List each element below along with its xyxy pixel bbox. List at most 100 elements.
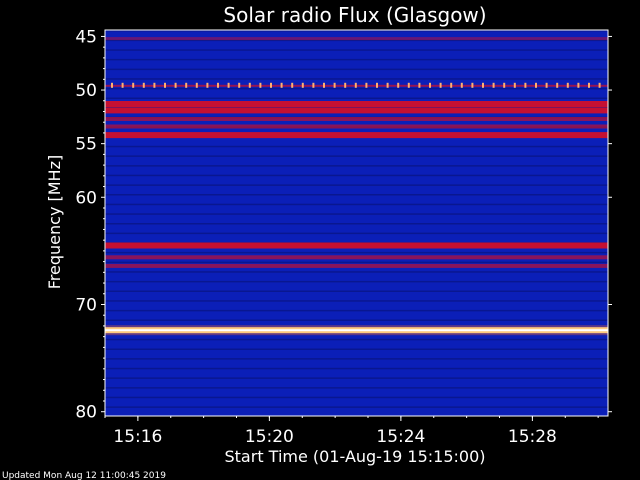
band-9 — [105, 263, 608, 268]
spike-mark — [333, 82, 336, 88]
texture-row — [105, 174, 608, 177]
texture-row — [105, 309, 608, 312]
spike-mark — [280, 82, 283, 88]
spike-mark — [259, 82, 262, 88]
texture-row — [105, 358, 608, 360]
band-2 — [105, 101, 608, 107]
x-tick-label: 15:16 — [113, 427, 162, 447]
y-axis: 45 50 55 60 70 80 — [75, 27, 612, 423]
spike-mark — [418, 82, 421, 88]
spike-mark — [482, 82, 484, 88]
spike-mark — [248, 82, 251, 88]
y-tick-label: 50 — [75, 81, 97, 101]
spike-mark — [270, 82, 272, 88]
spike-mark — [535, 82, 537, 88]
chart-title: Solar radio Flux (Glasgow) — [223, 3, 486, 27]
texture-row — [105, 377, 608, 379]
texture-row — [105, 232, 608, 235]
spike-mark — [376, 82, 378, 88]
texture-row — [105, 300, 608, 302]
texture-row — [105, 155, 608, 157]
texture-row — [105, 194, 608, 196]
spike-mark — [429, 82, 431, 88]
texture-row — [105, 30, 608, 32]
texture-row — [105, 271, 608, 273]
texture-row — [105, 290, 608, 292]
texture-row — [105, 338, 608, 341]
spike-mark — [598, 82, 601, 88]
texture-row — [105, 49, 608, 51]
texture-row — [105, 387, 608, 389]
spike-mark — [524, 82, 527, 88]
y-tick-label: 45 — [75, 27, 97, 47]
spike-mark — [460, 82, 463, 88]
spike-mark — [588, 82, 590, 88]
y-axis-label: Frequency [MHz] — [45, 155, 64, 289]
texture-row — [105, 213, 608, 215]
interference-spikes — [111, 82, 601, 88]
band-3 — [105, 107, 608, 114]
spike-mark — [132, 82, 135, 88]
spike-mark — [439, 82, 442, 88]
spike-mark — [577, 82, 580, 88]
spike-mark — [556, 82, 559, 88]
spike-mark — [386, 82, 389, 88]
spike-mark — [450, 82, 453, 88]
texture-row — [105, 145, 608, 148]
texture-row — [105, 68, 608, 71]
band-5 — [105, 124, 608, 129]
spike-mark — [185, 82, 188, 88]
texture-row — [105, 319, 608, 321]
band-core — [105, 329, 608, 332]
y-tick-label: 60 — [75, 188, 97, 208]
texture-row — [105, 184, 608, 186]
spike-mark — [153, 82, 156, 88]
x-tick-label: 15:20 — [245, 427, 294, 447]
spike-mark — [291, 82, 294, 88]
x-axis: 15:16 15:20 15:24 15:28 — [104, 416, 599, 447]
spike-mark — [142, 82, 145, 88]
x-tick-label: 15:24 — [376, 427, 425, 447]
spike-mark — [312, 82, 315, 88]
texture-row — [105, 58, 608, 61]
spike-mark — [323, 82, 325, 88]
spike-mark — [407, 82, 410, 88]
spike-mark — [503, 82, 506, 88]
y-tick-label: 70 — [75, 295, 97, 315]
texture-row — [105, 348, 608, 350]
spike-mark — [471, 82, 474, 88]
texture-row — [105, 97, 608, 99]
spike-mark — [111, 82, 113, 88]
plot-area — [104, 29, 609, 417]
y-tick-label: 80 — [75, 403, 97, 423]
spike-mark — [206, 82, 209, 88]
spike-mark — [513, 82, 516, 88]
spike-mark — [238, 82, 241, 88]
spike-mark — [174, 82, 177, 88]
texture-row — [105, 261, 608, 264]
spike-mark — [397, 82, 400, 88]
updated-timestamp: Updated Mon Aug 12 11:00:45 2019 — [2, 471, 166, 480]
frequency-bands — [105, 30, 608, 408]
spike-mark — [227, 82, 230, 88]
texture-row — [105, 280, 608, 283]
spike-mark — [195, 82, 198, 88]
plot-frame — [104, 29, 609, 417]
texture-row — [105, 406, 608, 408]
spike-mark — [566, 82, 569, 88]
texture-row — [105, 367, 608, 370]
spike-mark — [492, 82, 495, 88]
texture-row — [105, 223, 608, 225]
band-4 — [105, 117, 608, 121]
band-6 — [105, 132, 608, 139]
spike-mark — [217, 82, 219, 88]
texture-row — [105, 39, 608, 42]
y-tick-label: 55 — [75, 135, 97, 155]
band-7 — [105, 242, 608, 249]
texture-row — [105, 78, 608, 80]
x-axis-label: Start Time (01-Aug-19 15:15:00) — [225, 447, 486, 466]
texture-row — [105, 87, 608, 90]
texture-row — [105, 203, 608, 206]
x-tick-label: 15:28 — [508, 427, 557, 447]
